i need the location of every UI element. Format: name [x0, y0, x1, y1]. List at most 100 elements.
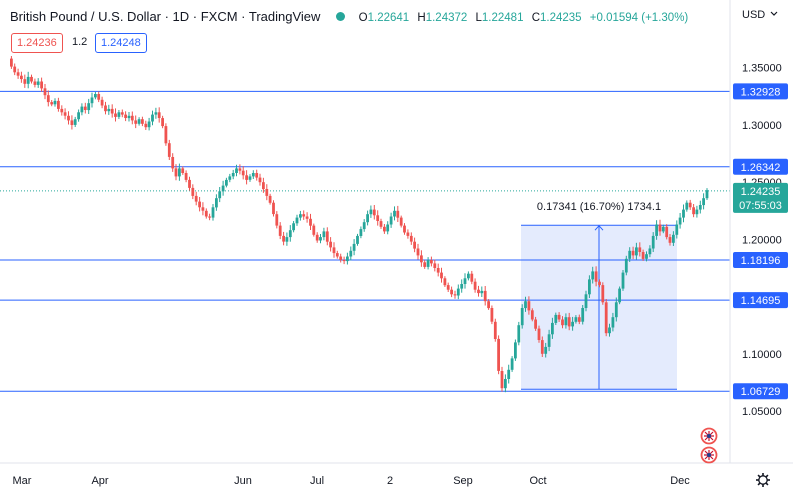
candle	[53, 98, 57, 107]
candle	[369, 205, 373, 218]
chevron-down-icon	[770, 11, 778, 16]
candle	[655, 220, 658, 240]
candle	[470, 270, 474, 285]
candle	[433, 259, 437, 272]
candle	[359, 226, 363, 239]
level-price-label: 1.26342	[741, 162, 781, 174]
measure-label: 0.17341 (16.70%) 1734.1	[537, 201, 661, 213]
candle	[100, 96, 104, 109]
level-price-tag[interactable]	[733, 252, 788, 268]
gear-icon[interactable]	[756, 473, 770, 487]
candle	[695, 205, 699, 218]
candle	[591, 266, 595, 284]
candle	[292, 221, 295, 233]
chart-icons[interactable]	[700, 427, 771, 488]
candle	[665, 224, 669, 240]
candle	[530, 308, 534, 322]
buy-price-button[interactable]: 1.24248	[95, 33, 147, 53]
candle	[453, 290, 457, 299]
candle	[467, 271, 470, 281]
candle	[124, 111, 127, 122]
level-price-label: 1.14695	[741, 295, 781, 307]
candle	[208, 213, 211, 221]
candle	[688, 199, 692, 210]
level-price-tag[interactable]	[733, 158, 788, 175]
candle	[278, 222, 282, 240]
candle	[436, 263, 440, 277]
candle	[107, 104, 111, 115]
candle	[117, 110, 121, 119]
price-axis[interactable]: 1.350001.300001.250001.200001.100001.050…	[729, 0, 788, 463]
low-value: 1.22481	[481, 12, 524, 24]
flag-icon[interactable]	[700, 427, 718, 445]
candle	[490, 305, 494, 325]
candle	[403, 223, 406, 235]
candle	[493, 318, 497, 342]
spread-value: 1.2	[72, 36, 88, 48]
candle	[534, 316, 537, 331]
candle	[702, 193, 705, 210]
candle	[194, 191, 198, 206]
candle	[191, 184, 195, 200]
candle	[645, 251, 648, 262]
time-tick-label: Jun	[234, 475, 252, 487]
candle	[147, 117, 151, 131]
candle	[90, 92, 94, 108]
candle	[571, 316, 574, 331]
candle	[151, 110, 154, 126]
candle	[668, 234, 672, 246]
bar-countdown: 07:55:03	[739, 200, 782, 212]
candle	[396, 205, 400, 222]
candle	[537, 325, 541, 343]
symbol-title[interactable]: British Pound / U.S. Dollar · 1D · FXCM …	[10, 9, 321, 24]
candle	[379, 218, 383, 229]
candle	[705, 188, 709, 200]
candle	[356, 233, 359, 246]
candle	[181, 166, 185, 175]
candle	[282, 231, 285, 246]
candle	[231, 169, 235, 180]
measure-range[interactable]: 0.17341 (16.70%) 1734.1	[521, 196, 677, 390]
candle	[614, 297, 618, 322]
sell-price-button[interactable]: 1.24236	[11, 33, 63, 53]
level-price-tag[interactable]	[733, 83, 788, 100]
candle	[601, 282, 605, 305]
close-key: C	[531, 12, 540, 24]
candle	[295, 214, 299, 226]
candle	[305, 212, 309, 223]
candle	[477, 285, 480, 297]
candle	[450, 286, 453, 298]
level-price-tag[interactable]	[733, 292, 788, 309]
candle	[184, 170, 188, 183]
measure-label-box	[535, 196, 663, 216]
candle	[389, 212, 393, 228]
time-axis[interactable]: Mar Apr Jun Jul 2 Sep Oct Dec	[0, 462, 793, 487]
candle	[487, 299, 490, 310]
candle	[174, 164, 178, 181]
candle	[104, 101, 107, 115]
candle	[268, 193, 272, 205]
candle	[164, 123, 168, 146]
candle	[255, 169, 259, 181]
candle	[67, 111, 70, 125]
candle	[20, 71, 23, 83]
candle	[608, 323, 611, 337]
candle	[584, 290, 588, 312]
flag-icon[interactable]	[700, 446, 718, 464]
horizontal-lines[interactable]	[0, 90, 730, 392]
candle	[322, 227, 326, 241]
candle	[406, 229, 410, 239]
currency-menu[interactable]: USD	[742, 9, 778, 21]
candle	[500, 366, 504, 392]
candle	[204, 208, 208, 219]
candle	[456, 284, 460, 300]
candle	[409, 232, 413, 245]
level-price-tag[interactable]	[733, 383, 788, 400]
candle	[524, 296, 527, 312]
candle	[561, 316, 564, 329]
candle	[698, 200, 702, 214]
candle	[275, 211, 279, 229]
candle	[26, 71, 30, 89]
candle	[225, 177, 228, 188]
